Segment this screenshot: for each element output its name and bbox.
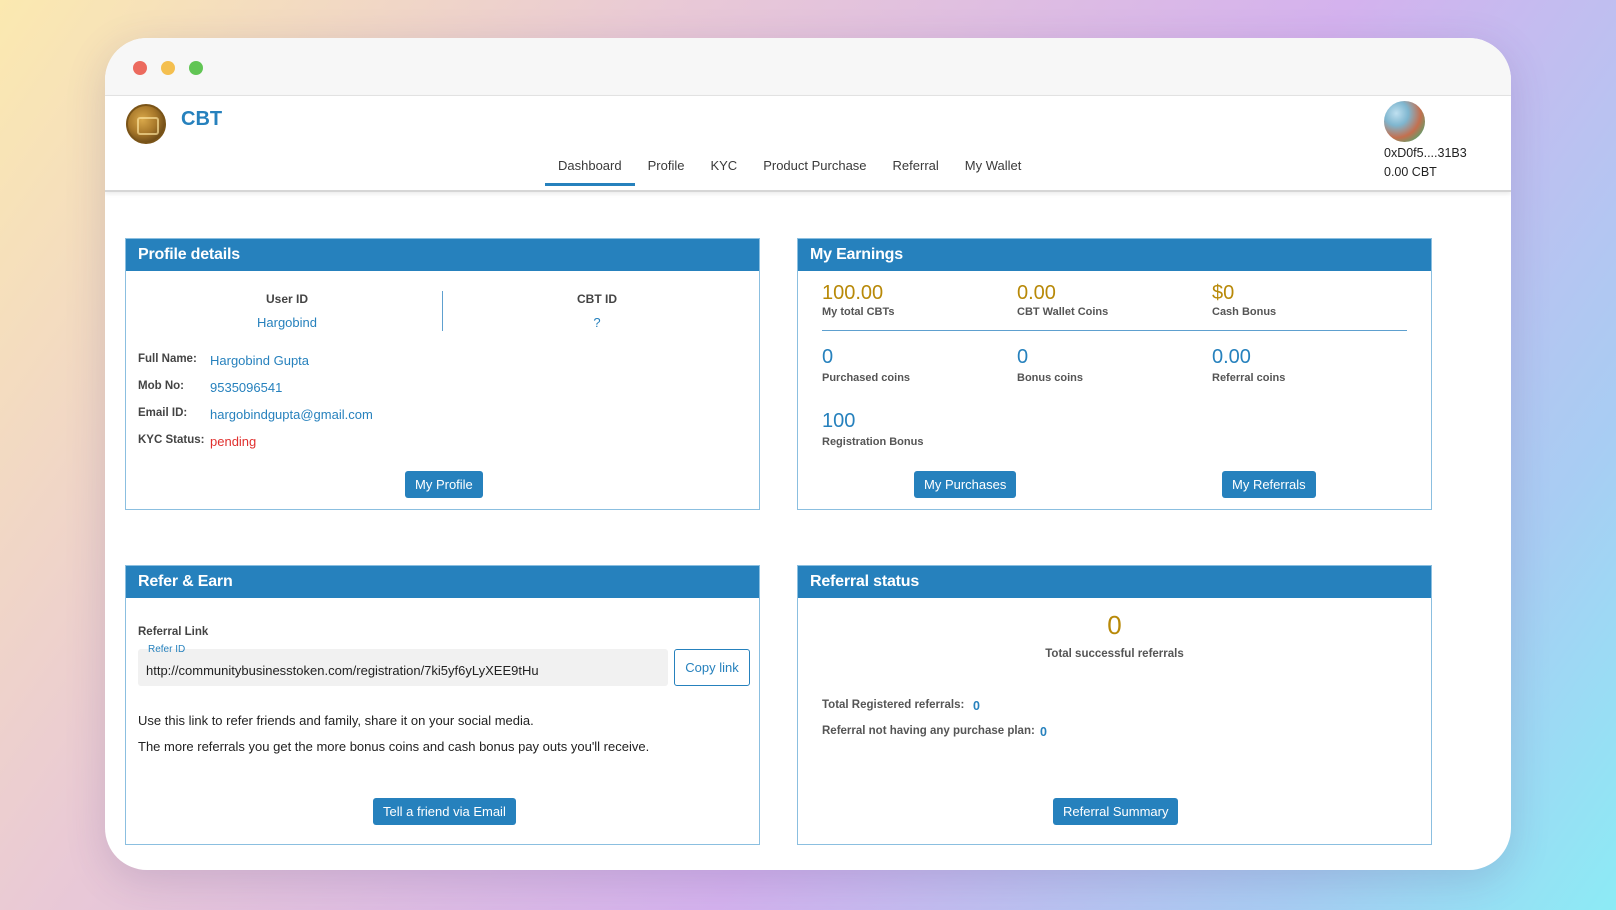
- mob-no-value: 9535096541: [210, 380, 283, 395]
- total-successful-value: 0: [1107, 610, 1122, 640]
- nav-kyc[interactable]: KYC: [710, 158, 738, 173]
- nav-referral[interactable]: Referral: [892, 158, 939, 173]
- user-avatar[interactable]: [1384, 101, 1425, 142]
- nav-profile[interactable]: Profile: [647, 158, 685, 173]
- no-purchase-plan-value: 0: [1040, 725, 1047, 739]
- referral-coins-label: Referral coins: [1212, 372, 1286, 384]
- email-id-label: Email ID:: [138, 407, 188, 419]
- wallet-address: 0xD0f5....31B3: [1384, 146, 1467, 160]
- profile-details-card: Profile details User ID Hargobind CBT ID…: [125, 238, 760, 510]
- bonus-coins-value: 0: [1017, 346, 1029, 368]
- registered-referrals-label: Total Registered referrals:: [822, 699, 965, 711]
- wallet-coins-value: 0.00: [1017, 282, 1056, 304]
- copy-link-button[interactable]: Copy link: [674, 649, 750, 686]
- cash-bonus-label: Cash Bonus: [1212, 306, 1277, 318]
- my-earnings-title: My Earnings: [798, 239, 1431, 271]
- purchased-coins-label: Purchased coins: [822, 372, 911, 384]
- nav-product-purchase[interactable]: Product Purchase: [763, 158, 867, 173]
- bonus-coins-label: Bonus coins: [1017, 372, 1084, 384]
- earnings-divider: [822, 330, 1407, 331]
- kyc-status-value: pending: [210, 434, 257, 449]
- maximize-window-button[interactable]: [189, 61, 203, 75]
- user-id-value: Hargobind: [257, 315, 317, 330]
- nav-my-wallet[interactable]: My Wallet: [964, 158, 1022, 173]
- registration-bonus-label: Registration Bonus: [822, 436, 924, 448]
- close-window-button[interactable]: [133, 61, 147, 75]
- my-profile-button[interactable]: My Profile: [405, 471, 483, 498]
- cash-bonus-value: $0: [1212, 282, 1235, 304]
- browser-window: CBT Dashboard Profile KYC Product Purcha…: [105, 38, 1511, 870]
- window-titlebar: [105, 38, 1511, 96]
- refer-earn-card: Refer & Earn Referral Link Refer ID Copy…: [125, 565, 760, 845]
- nav-dashboard[interactable]: Dashboard: [545, 150, 635, 186]
- tell-friend-email-button[interactable]: Tell a friend via Email: [373, 798, 516, 825]
- referral-link-label: Referral Link: [138, 626, 209, 638]
- total-successful-label: Total successful referrals: [1045, 648, 1184, 660]
- minimize-window-button[interactable]: [161, 61, 175, 75]
- referral-status-title: Referral status: [798, 566, 1431, 598]
- my-purchases-button[interactable]: My Purchases: [914, 471, 1017, 498]
- no-purchase-plan-label: Referral not having any purchase plan:: [822, 725, 1035, 737]
- main-nav: Dashboard Profile KYC Product Purchase R…: [545, 150, 1034, 186]
- wallet-balance: 0.00 CBT: [1384, 165, 1437, 179]
- my-referrals-button[interactable]: My Referrals: [1222, 471, 1316, 498]
- registration-bonus-value: 100: [822, 410, 856, 432]
- referral-summary-button[interactable]: Referral Summary: [1053, 798, 1179, 825]
- my-earnings-card: My Earnings 100.00 My total CBTs 0.00 CB…: [797, 238, 1432, 510]
- full-name-value: Hargobind Gupta: [210, 353, 310, 368]
- wallet-coins-label: CBT Wallet Coins: [1017, 306, 1109, 318]
- purchased-coins-value: 0: [822, 346, 834, 368]
- refer-benefits: The more referrals you get the more bonu…: [138, 739, 650, 754]
- refer-instructions: Use this link to refer friends and famil…: [138, 713, 534, 728]
- app-header: CBT Dashboard Profile KYC Product Purcha…: [105, 96, 1511, 192]
- column-divider: [442, 291, 443, 331]
- cbt-logo-icon[interactable]: [126, 104, 166, 144]
- full-name-label: Full Name:: [138, 353, 197, 365]
- cbt-id-value: ?: [593, 315, 601, 330]
- total-cbts-label: My total CBTs: [822, 306, 895, 318]
- cbt-id-label: CBT ID: [577, 292, 617, 306]
- registered-referrals-value: 0: [973, 699, 980, 713]
- mob-no-label: Mob No:: [138, 380, 184, 392]
- refer-earn-title: Refer & Earn: [126, 566, 759, 598]
- referral-status-card: Referral status 0 Total successful refer…: [797, 565, 1432, 845]
- referral-coins-value: 0.00: [1212, 346, 1251, 368]
- total-cbts-value: 100.00: [822, 282, 884, 304]
- user-id-label: User ID: [265, 292, 309, 306]
- brand-name[interactable]: CBT: [181, 108, 223, 130]
- profile-details-title: Profile details: [126, 239, 759, 271]
- refer-id-label: Refer ID: [148, 644, 186, 655]
- referral-link-input[interactable]: [146, 663, 656, 678]
- email-id-value: hargobindgupta@gmail.com: [210, 407, 373, 422]
- kyc-status-label: KYC Status:: [138, 434, 205, 446]
